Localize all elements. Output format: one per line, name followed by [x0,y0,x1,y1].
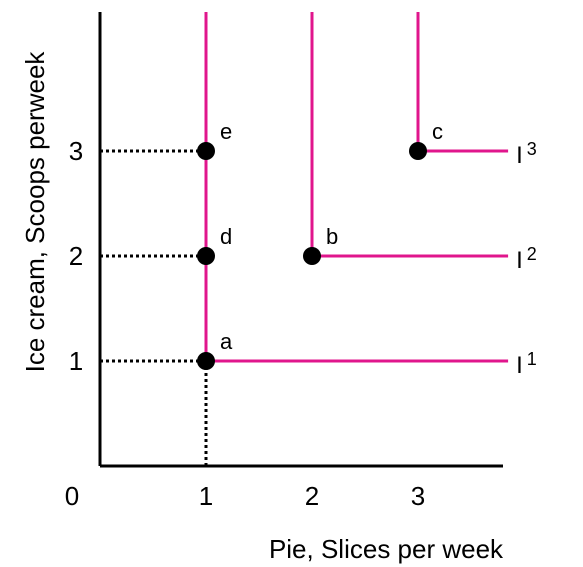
indifference-curve-1 [204,12,509,363]
point-c [409,142,427,160]
bundle-points: a b c d e [197,119,443,370]
point-a [197,352,215,370]
axes [98,12,503,468]
origin-label: 0 [65,481,79,511]
point-label-a: a [220,329,233,354]
y-axis-title: Ice cream, Scoops perweek [20,51,50,373]
y-tick-label-1: 1 [69,346,83,376]
x-tick-label-2: 2 [305,481,319,511]
x-tick-label-1: 1 [199,481,213,511]
indifference-curve-2 [310,12,509,258]
curve-label-superscript: 2 [527,244,537,264]
point-label-c: c [432,119,443,144]
y-tick-label-3: 3 [69,136,83,166]
point-label-b: b [326,224,338,249]
curve-label-superscript: 3 [527,139,537,159]
curve-label-superscript: 1 [527,349,537,369]
point-label-d: d [220,224,232,249]
y-tick-label-2: 2 [69,241,83,271]
tick-labels: 1 2 3 1 2 3 [69,136,425,511]
point-b [303,247,321,265]
curve-labels: I 1 I 2 I 3 [516,139,537,379]
point-e [197,142,215,160]
guide-lines [100,149,208,466]
x-axis-title: Pie, Slices per week [269,534,504,564]
point-d [197,247,215,265]
x-tick-label-3: 3 [411,481,425,511]
point-label-e: e [220,119,232,144]
indifference-curves [204,12,509,363]
